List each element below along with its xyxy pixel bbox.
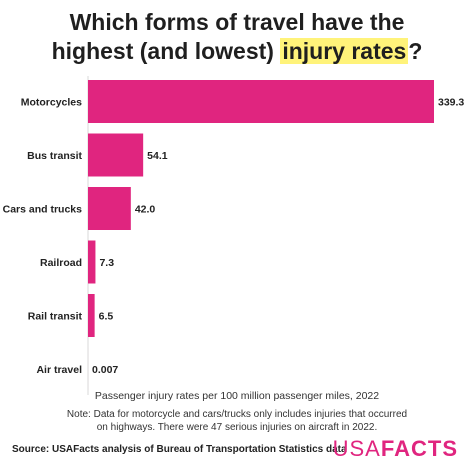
category-label-air-travel: Air travel <box>36 364 82 376</box>
logo-facts: FACTS <box>380 436 458 461</box>
category-label-motorcycles: Motorcycles <box>21 97 82 109</box>
category-label-cars-and-trucks: Cars and trucks <box>3 204 83 216</box>
chart-title-highlight: injury rates <box>280 38 409 64</box>
logo-usa: USA <box>332 436 381 461</box>
chart-title: Which forms of travel have the highest (… <box>0 8 474 66</box>
chart-title-line2-start: highest (and lowest) <box>51 38 281 64</box>
chart-note-line1: Note: Data for motorcycle and cars/truck… <box>66 409 408 420</box>
value-label-rail-transit: 6.5 <box>99 311 114 323</box>
usafacts-logo: USAFACTS <box>333 436 458 462</box>
bar-railroad <box>88 240 96 284</box>
category-label-railroad: Railroad <box>40 257 82 269</box>
chart-title-line2-end: ? <box>408 38 423 64</box>
chart-title-line2: highest (and lowest) injury rates? <box>0 37 474 66</box>
bar-rail-transit <box>88 294 95 337</box>
value-label-air-travel: 0.007 <box>92 364 118 376</box>
category-label-rail-transit: Rail transit <box>28 311 83 323</box>
value-label-motorcycles: 339.3 <box>438 97 464 109</box>
chart-note-line2: on highways. There were 47 serious injur… <box>96 422 378 433</box>
value-label-bus-transit: 54.1 <box>147 150 168 162</box>
value-label-cars-and-trucks: 42.0 <box>135 204 156 216</box>
x-axis-label: Passenger injury rates per 100 million p… <box>94 390 380 402</box>
value-label-railroad: 7.3 <box>99 257 114 269</box>
chart-note: Note: Data for motorcycle and cars/truck… <box>0 408 474 434</box>
bar-cars-and-trucks <box>88 187 131 230</box>
bar-bus-transit <box>88 133 144 177</box>
source-text: Source: USAFacts analysis of Bureau of T… <box>12 444 347 455</box>
category-label-bus-transit: Bus transit <box>27 150 82 162</box>
bar-motorcycles <box>88 80 434 123</box>
chart-title-line1: Which forms of travel have the <box>69 9 405 35</box>
